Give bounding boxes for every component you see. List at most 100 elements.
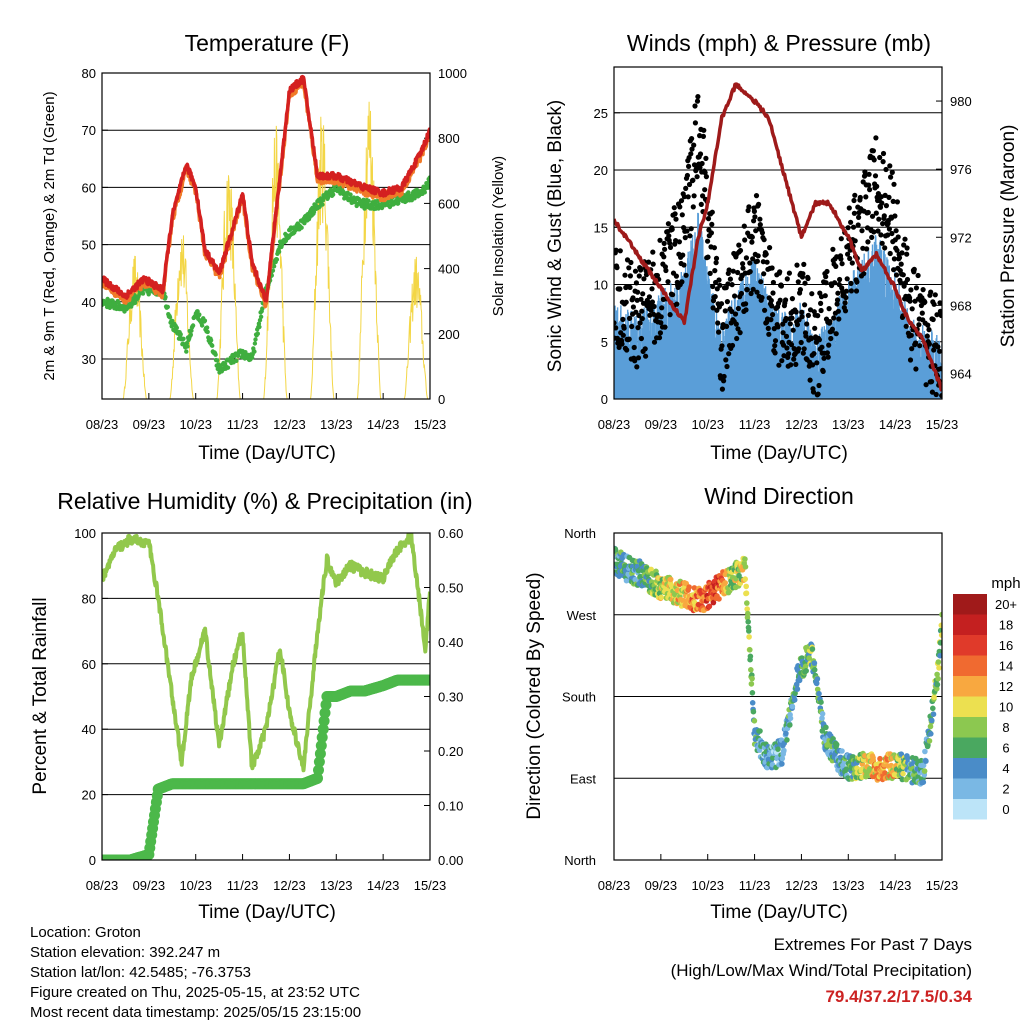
wind-gust-point — [619, 341, 625, 347]
colorbar-title: mph — [991, 575, 1020, 592]
wind-gust-point — [867, 187, 873, 193]
wind-gust-point — [757, 222, 763, 228]
colorbar-label: 0 — [1002, 802, 1009, 817]
wind-gust-point — [631, 344, 637, 351]
dewpoint-point — [422, 190, 427, 195]
wind-gust-point — [750, 256, 756, 262]
wind-gust-point — [729, 308, 735, 314]
wind-gust-point — [772, 343, 778, 349]
wind-gust-point — [614, 320, 617, 326]
wind-gust-point — [742, 237, 748, 243]
dewpoint-point — [215, 358, 220, 363]
direction-point — [791, 697, 798, 703]
wind-gust-point — [870, 148, 877, 154]
direction-point — [814, 676, 821, 682]
wind-gust-point — [913, 285, 920, 291]
wind-gust-point — [890, 198, 896, 204]
winds-ytick-right-label: 976 — [950, 162, 972, 177]
direction-ytick-label: South — [562, 690, 596, 705]
wind-gust-point — [794, 322, 801, 328]
wind-gust-point — [751, 208, 758, 214]
wind-gust-point — [646, 259, 652, 265]
wind-gust-point — [784, 276, 790, 282]
wind-gust-point — [769, 265, 775, 271]
wind-gust-point — [754, 289, 760, 295]
wind-gust-point — [820, 368, 826, 374]
extremes-box: Extremes For Past 7 Days (High/Low/Max W… — [671, 932, 972, 1010]
wind-gust-point — [735, 305, 742, 312]
colorbar-label: 14 — [999, 659, 1013, 674]
wind-gust-point — [904, 245, 910, 251]
humidity-xtick-label: 14/23 — [367, 878, 400, 893]
dewpoint-point — [270, 268, 276, 273]
winds-ytick-label: 15 — [594, 220, 608, 235]
wind-gust-point — [665, 221, 672, 227]
wind-gust-point — [895, 234, 901, 240]
latlon-text: Station lat/lon: 42.5485; -76.3753 — [30, 964, 252, 981]
wind-gust-point — [938, 312, 942, 319]
dewpoint-point — [210, 343, 215, 348]
wind-gust-point — [866, 182, 872, 188]
wind-gust-point — [917, 343, 923, 349]
colorbar-label: 16 — [999, 638, 1013, 653]
wind-gust-point — [909, 346, 915, 352]
direction-point — [904, 755, 911, 761]
direction-point — [784, 737, 790, 743]
wind-gust-point — [763, 251, 769, 257]
wind-gust-point — [823, 274, 829, 280]
wind-gust-point — [865, 239, 871, 245]
wind-gust-point — [730, 268, 736, 274]
wind-gust-point — [777, 269, 783, 275]
wind-gust-point — [842, 308, 849, 314]
wind-gust-point — [694, 174, 700, 180]
direction-point — [794, 686, 801, 692]
wind-gust-point — [678, 198, 685, 204]
direction-ytick-label: West — [567, 608, 597, 623]
wind-gust-point — [620, 316, 626, 322]
direction-point — [936, 648, 942, 655]
direction-point — [743, 583, 749, 590]
wind-gust-point — [814, 360, 820, 366]
wind-gust-point — [907, 298, 913, 304]
wind-gust-point — [787, 321, 793, 327]
wind-gust-point — [700, 193, 706, 199]
wind-gust-point — [703, 155, 709, 161]
dewpoint-point — [258, 314, 264, 319]
winds-ylabel-right: Station Pressure (Maroon) — [998, 125, 1019, 348]
wind-gust-point — [920, 287, 926, 293]
wind-gust-point — [707, 270, 713, 276]
wind-gust-point — [851, 197, 857, 204]
direction-point — [716, 596, 722, 602]
wind-gust-point — [864, 246, 870, 252]
direction-point — [927, 723, 934, 730]
dewpoint-point — [188, 332, 193, 337]
temperature-ytick-label: 80 — [82, 66, 96, 81]
wind-gust-point — [743, 301, 749, 307]
wind-gust-point — [682, 235, 688, 241]
wind-gust-point — [935, 344, 941, 350]
wind-gust-point — [880, 150, 887, 157]
wind-gust-point — [818, 300, 824, 306]
wind-gust-point — [776, 362, 782, 368]
solar-insolation-line — [383, 256, 430, 399]
humidity-ytick-right-label: 0.10 — [438, 799, 463, 814]
wind-gust-point — [802, 302, 808, 308]
dewpoint-point — [133, 300, 138, 305]
wind-gust-point — [783, 315, 789, 322]
wind-gust-point — [797, 287, 804, 293]
wind-gust-point — [886, 226, 893, 232]
wind-gust-point — [838, 256, 844, 262]
wind-gust-point — [729, 282, 735, 288]
wind-gust-point — [697, 151, 704, 157]
wind-gust-point — [640, 291, 646, 297]
wind-gust-point — [784, 345, 790, 351]
wind-gust-point — [719, 343, 725, 349]
wind-gust-point — [629, 323, 635, 330]
winds-ytick-right-label: 968 — [950, 298, 972, 313]
wind-gust-point — [657, 330, 664, 336]
wind-gust-point — [818, 307, 824, 314]
wind-gust-point — [623, 299, 629, 305]
dewpoint-point — [260, 306, 265, 311]
colorbar-swatch — [953, 737, 987, 758]
wind-gust-point — [894, 247, 900, 253]
